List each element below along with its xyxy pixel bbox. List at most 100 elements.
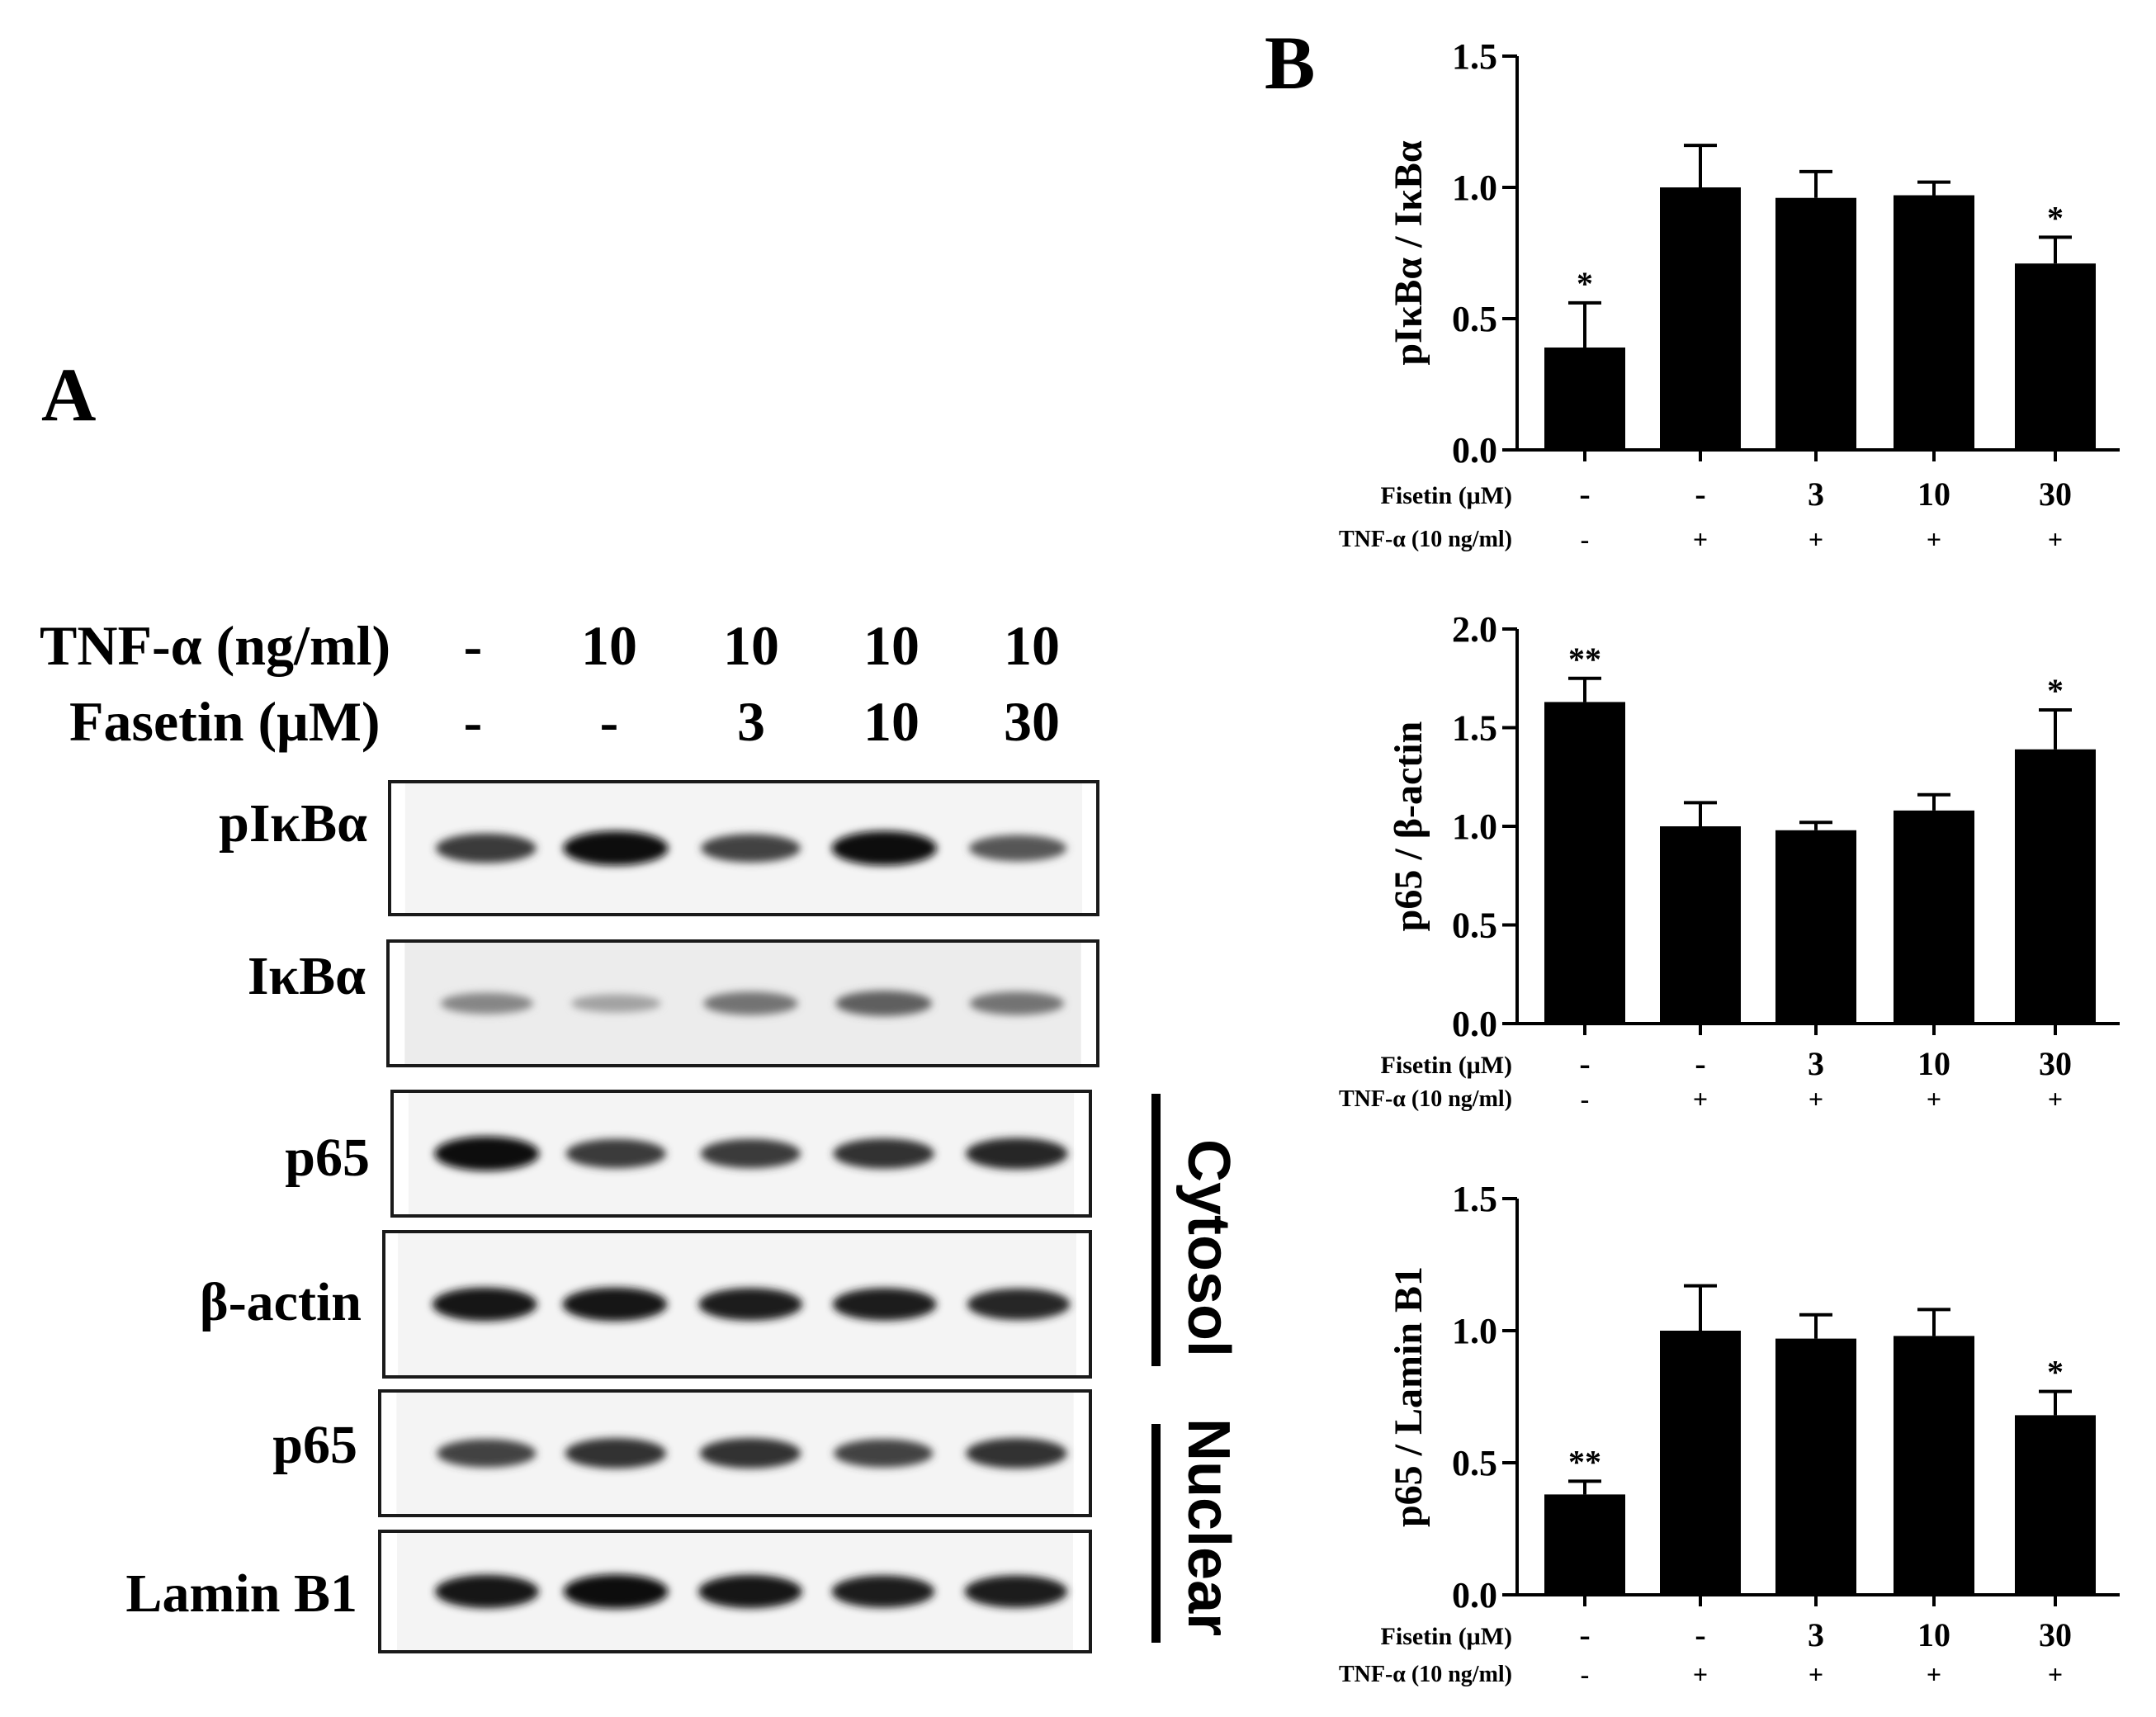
chart1-row1-0: -: [1579, 1045, 1590, 1082]
blot-band-2-2: [700, 1138, 801, 1169]
chart0-y-axis-title: pIκBα / IκBα: [1387, 140, 1430, 366]
blot-band-1-2: [703, 991, 798, 1015]
panel-a-label: A: [41, 352, 97, 437]
blot-band-2-4: [965, 1138, 1068, 1170]
chart0-row2-label: TNF-α (10 ng/ml): [1339, 527, 1512, 552]
chart0-row2-2: +: [1808, 524, 1823, 554]
chart0-row1-3: 10: [1917, 475, 1950, 513]
chart2-ytick-label-0: 0.0: [1452, 1575, 1497, 1615]
blot-band-3-0: [432, 1287, 537, 1322]
chart0-row2-3: +: [1927, 524, 1941, 554]
chart1-row2-1: +: [1693, 1084, 1708, 1114]
blot-band-3-1: [562, 1287, 668, 1322]
blot-label-2: p65: [285, 1128, 370, 1188]
blot-band-1-3: [835, 991, 933, 1016]
chart0-row1-2: 3: [1808, 475, 1824, 513]
blot-label-5: Lamin B1: [125, 1563, 357, 1624]
chart2-row1-0: -: [1579, 1616, 1590, 1653]
chart1-bar-1: [1660, 826, 1741, 1024]
chart0-ytick-label-2: 1.0: [1452, 168, 1497, 208]
chart2-row1-label: Fisetin (μM): [1381, 1623, 1512, 1650]
blot-band-4-0: [437, 1439, 537, 1468]
chart2-row2-1: +: [1693, 1659, 1708, 1689]
tnf-dose-3: 10: [863, 614, 920, 677]
drug-dose-3: 10: [863, 690, 920, 753]
blot-band-2-3: [833, 1138, 934, 1169]
chart1-bar-4: [2015, 749, 2096, 1024]
chart1-y-axis-title: p65 / β-actin: [1387, 721, 1430, 932]
blot-band-1-1: [570, 994, 661, 1013]
chart0-row1-0: -: [1579, 475, 1590, 513]
chart1-row2-4: +: [2048, 1084, 2063, 1114]
chart1-row1-3: 10: [1917, 1045, 1950, 1082]
chart2-row1-2: 3: [1808, 1616, 1824, 1653]
chart0-ytick-label-3: 1.5: [1452, 36, 1497, 77]
chart2-row1-3: 10: [1917, 1616, 1950, 1653]
chart1-ytick-label-0: 0.0: [1452, 1004, 1497, 1044]
blot-band-4-2: [699, 1438, 801, 1469]
chart2-row2-0: -: [1581, 1659, 1590, 1689]
drug-dose-4: 30: [1004, 690, 1060, 753]
chart1-sig-0: **: [1568, 641, 1601, 678]
chart2-ytick-label-1: 0.5: [1452, 1443, 1497, 1483]
chart2-bar-1: [1660, 1331, 1741, 1595]
chart0-row2-0: -: [1581, 524, 1590, 554]
chart1-bar-0: [1544, 702, 1625, 1024]
blot-band-0-3: [831, 830, 938, 866]
blot-band-3-3: [832, 1288, 937, 1321]
drug-header-label: Fasetin (μM): [69, 690, 381, 753]
chart2-y-axis-title: p65 / Lamin B1: [1387, 1266, 1430, 1527]
chart1-bar-3: [1894, 810, 1974, 1024]
tnf-header-label: TNF-α (ng/ml): [40, 614, 391, 677]
blot-band-1-4: [969, 991, 1065, 1015]
chart0-row2-1: +: [1693, 524, 1708, 554]
chart1-ytick-label-1: 0.5: [1452, 906, 1497, 946]
blot-label-0: pIκBα: [219, 793, 367, 854]
chart1-row2-2: +: [1808, 1084, 1823, 1114]
blot-band-0-0: [436, 833, 537, 863]
blot-image-4: [378, 1389, 1092, 1517]
chart2-ytick-label-2: 1.0: [1452, 1311, 1497, 1351]
chart1-row1-1: -: [1695, 1045, 1705, 1082]
chart2-row2-label: TNF-α (10 ng/ml): [1339, 1662, 1512, 1687]
chart2-row1-4: 30: [2039, 1616, 2072, 1653]
chart2-bar-0: [1544, 1494, 1625, 1595]
chart2-row2-3: +: [1927, 1659, 1941, 1689]
chart1-ytick-label-4: 2.0: [1452, 609, 1497, 650]
blot-image-0: [388, 780, 1099, 916]
blot-image-5: [378, 1530, 1092, 1653]
blot-image-3: [382, 1230, 1092, 1379]
blot-label-3: β-actin: [199, 1272, 362, 1332]
blot-band-4-4: [966, 1438, 1067, 1469]
chart2-bar-3: [1894, 1336, 1974, 1595]
panel-b-label: B: [1265, 21, 1316, 105]
chart2-bar-4: [2015, 1415, 2096, 1595]
blot-label-1: IκBα: [247, 946, 366, 1006]
drug-dose-1: -: [599, 690, 619, 753]
chart0-bar-0: [1544, 347, 1625, 450]
chart0-bar-1: [1660, 187, 1741, 450]
blot-band-3-4: [967, 1288, 1071, 1321]
chart1-sig-4: *: [2047, 672, 2064, 709]
nuclear-bracket: [1151, 1424, 1161, 1643]
blot-image-2: [390, 1090, 1092, 1218]
chart0-bar-2: [1775, 197, 1856, 450]
chart1-row1-4: 30: [2039, 1045, 2072, 1082]
chart2-ytick-label-3: 1.5: [1452, 1179, 1497, 1219]
blot-band-5-0: [435, 1574, 539, 1609]
blot-label-4: p65: [272, 1415, 357, 1475]
chart0-bar-3: [1894, 195, 1974, 451]
chart0-row1-4: 30: [2039, 475, 2072, 513]
chart2-row1-1: -: [1695, 1616, 1705, 1653]
drug-dose-0: -: [463, 690, 483, 753]
chart1-bar-2: [1775, 830, 1856, 1024]
chart1-row2-3: +: [1927, 1084, 1941, 1114]
chart2-bar-2: [1775, 1338, 1856, 1595]
chart1-ytick-label-2: 1.0: [1452, 806, 1497, 847]
chart0-sig-4: *: [2047, 199, 2064, 236]
blot-band-4-1: [565, 1438, 667, 1469]
chart0-row1-1: -: [1695, 475, 1705, 513]
cytosol-bracket: [1151, 1094, 1161, 1366]
blot-band-0-2: [701, 834, 801, 863]
